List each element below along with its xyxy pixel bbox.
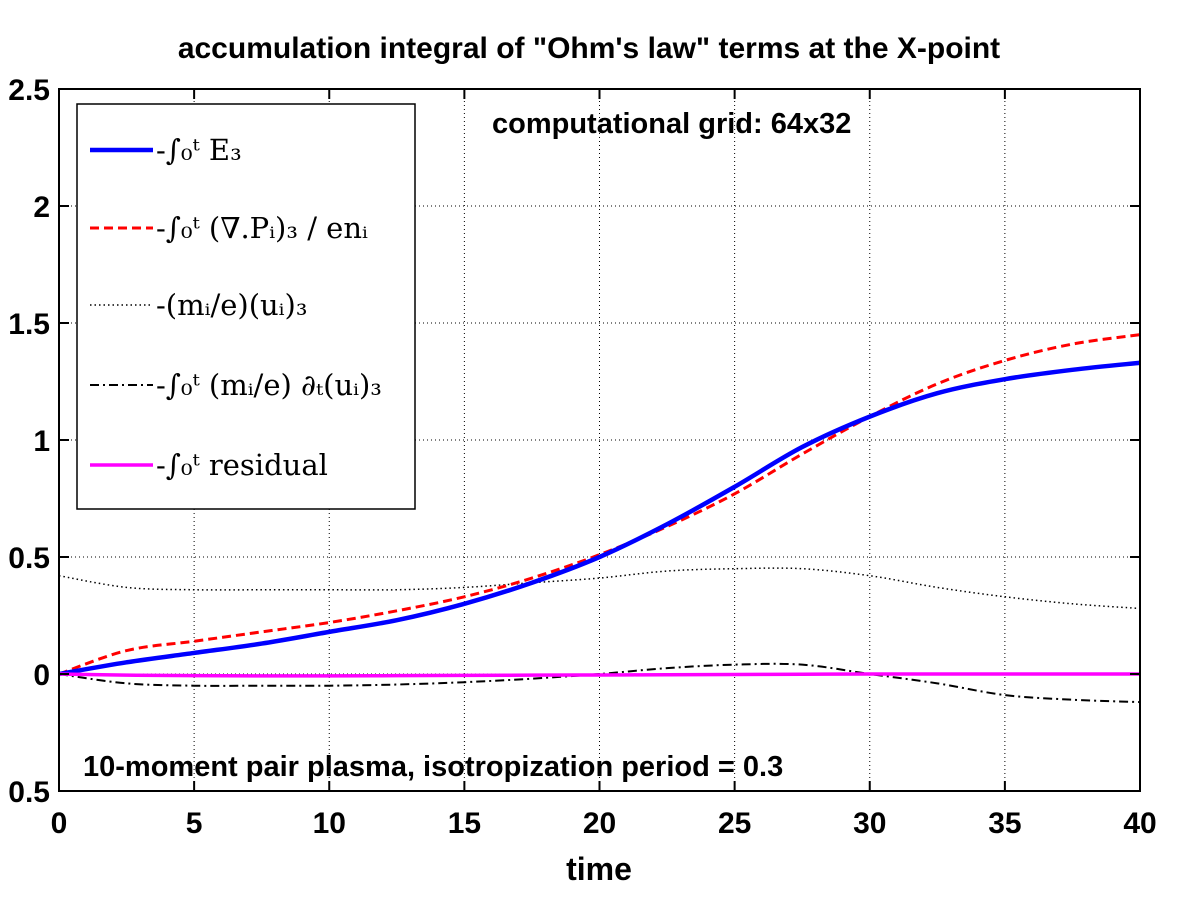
x-axis-label: time	[566, 851, 632, 887]
x-tick-label: 5	[186, 807, 203, 840]
series-line-2	[58, 567, 1141, 610]
series-line-4	[58, 672, 1140, 678]
legend-label: -∫₀ᵗ (mᵢ/e) ∂ₜ(uᵢ)₃	[156, 368, 382, 402]
x-tick-label: 0	[51, 807, 68, 840]
series-line-0	[58, 360, 1141, 677]
legend-label: -(mᵢ/e)(uᵢ)₃	[156, 288, 307, 322]
axis-ticks: 0 5 10 15 20 25 30 35 400.500.511.522.5	[8, 74, 1156, 840]
y-tick-label: 1.5	[8, 308, 50, 341]
x-tick-label: 10	[313, 807, 346, 840]
plasma-annotation: 10-moment pair plasma, isotropization pe…	[83, 751, 783, 783]
legend-label: -∫₀ᵗ (∇.Pᵢ)₃ / enᵢ	[156, 211, 368, 245]
x-tick-label: 35	[988, 807, 1021, 840]
legend-label: -∫₀ᵗ residual	[156, 448, 328, 482]
y-tick-label: 2.5	[8, 74, 50, 107]
x-tick-label: 20	[583, 807, 616, 840]
legend-box	[76, 103, 416, 510]
x-tick-label: 30	[853, 807, 886, 840]
y-tick-label: 0	[33, 659, 50, 692]
x-tick-label: 15	[448, 807, 481, 840]
legend-label: -∫₀ᵗ E₃	[156, 133, 242, 167]
y-tick-label: 2	[33, 191, 50, 224]
y-tick-label: 0.5	[8, 776, 50, 809]
series-line-1	[58, 333, 1141, 676]
grid-annotation: computational grid: 64x32	[492, 108, 851, 140]
x-tick-label: 40	[1123, 807, 1156, 840]
chart-title: accumulation integral of "Ohm's law" ter…	[178, 32, 1000, 65]
y-tick-label: 1	[33, 425, 50, 458]
series-line-3	[58, 662, 1141, 704]
legend: -∫₀ᵗ E₃ -∫₀ᵗ (∇.Pᵢ)₃ / enᵢ -(mᵢ/e)(uᵢ)₃ -∫₀…	[76, 103, 416, 510]
x-tick-label: 25	[718, 807, 751, 840]
series-layer	[58, 333, 1141, 704]
y-tick-label: 0.5	[8, 542, 50, 575]
